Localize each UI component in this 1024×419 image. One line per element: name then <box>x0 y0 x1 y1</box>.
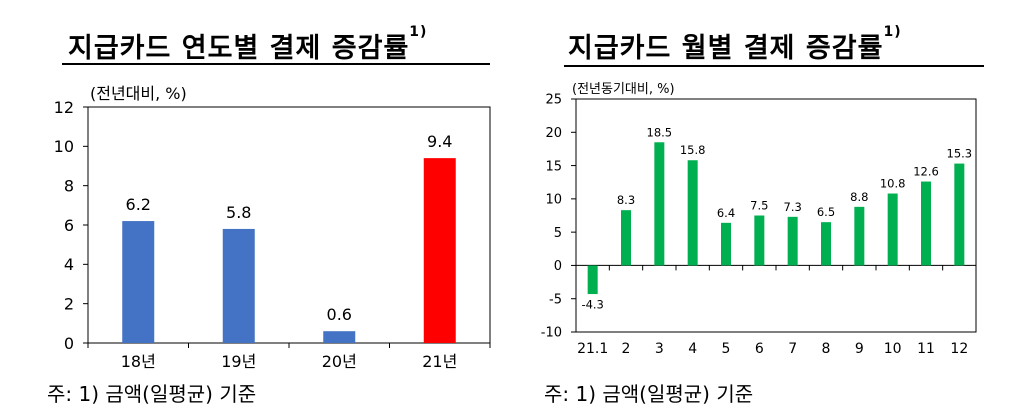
monthly-bar <box>621 210 631 266</box>
monthly-data-label: 18.5 <box>647 125 673 139</box>
annual-y-tick-label: 10 <box>54 137 74 156</box>
monthly-chart-svg: -10 -5 0 5 10 15 20 25 -4.3 21.1 8.3 2 18.5 3 15.8 4 6.4… <box>541 93 977 357</box>
annual-data-label: 5.8 <box>226 203 251 222</box>
monthly-data-label: 7.5 <box>750 199 768 213</box>
monthly-chart-title-footnote-mark: 1) <box>883 24 902 40</box>
monthly-category-label: 4 <box>688 341 697 357</box>
monthly-chart-unit: (전년동기대비, %) <box>572 82 675 97</box>
annual-category-label: 20년 <box>322 352 357 371</box>
annual-chart-title-footnote-mark: 1) <box>409 24 428 40</box>
monthly-category-label: 9 <box>855 341 864 357</box>
monthly-category-label: 5 <box>722 341 731 357</box>
monthly-bar <box>687 160 698 266</box>
monthly-bar <box>854 206 865 266</box>
annual-category-label: 21년 <box>422 352 457 371</box>
monthly-y-tick-label: -10 <box>541 326 562 341</box>
monthly-bar <box>654 142 665 266</box>
monthly-category-label: 11 <box>917 341 935 357</box>
annual-y-tick-label: 2 <box>64 294 74 313</box>
monthly-y-tick-label: 10 <box>545 193 562 208</box>
monthly-data-label: 8.8 <box>850 190 868 204</box>
annual-category-label: 19년 <box>221 352 256 371</box>
monthly-category-label: 6 <box>755 341 764 357</box>
monthly-data-label: 15.8 <box>680 143 706 157</box>
annual-chart-title: 지급카드 연도별 결제 증감률1) <box>68 24 428 65</box>
monthly-y-tick-label: -5 <box>549 292 562 307</box>
annual-y-tick-label: 6 <box>64 216 74 235</box>
annual-data-label: 6.2 <box>126 195 151 214</box>
monthly-y-tick-label: 25 <box>545 93 562 108</box>
annual-chart-panel: 지급카드 연도별 결제 증감률1) (전년대비, %) 0 2 4 6 8 10 12 6.2… <box>47 24 491 406</box>
monthly-data-label: 12.6 <box>913 165 939 179</box>
monthly-data-label: 6.5 <box>817 205 835 219</box>
monthly-y-tick-label: 5 <box>554 226 562 241</box>
annual-y-tick-label: 0 <box>64 334 74 353</box>
monthly-plot-frame <box>575 98 977 333</box>
monthly-bar <box>954 163 965 266</box>
monthly-bar <box>921 181 931 266</box>
monthly-category-label: 21.1 <box>577 341 608 357</box>
monthly-category-label: 3 <box>655 341 664 357</box>
monthly-chart-title-text: 지급카드 월별 결제 증감률 <box>568 33 884 64</box>
annual-data-label: 0.6 <box>327 305 352 324</box>
annual-y-tick-label: 4 <box>64 255 74 274</box>
annual-chart-unit: (전년대비, %) <box>90 84 187 103</box>
annual-category-label: 18년 <box>121 352 156 371</box>
monthly-chart-panel: 지급카드 월별 결제 증감률1) (전년동기대비, %) -10 -5 0 5 10 15… <box>512 0 1024 419</box>
monthly-chart-title: 지급카드 월별 결제 증감률1) <box>568 24 902 65</box>
monthly-bar <box>887 193 898 266</box>
monthly-bar <box>821 222 831 266</box>
monthly-data-label: 7.3 <box>784 200 802 214</box>
monthly-category-label: 2 <box>622 341 631 357</box>
monthly-chart-title-rule <box>564 65 984 67</box>
annual-chart-footnote: 주: 1) 금액(일평균) 기준 <box>47 382 257 406</box>
monthly-data-label: 15.3 <box>947 147 973 161</box>
annual-y-tick-label: 8 <box>64 176 74 195</box>
monthly-data-label: -4.3 <box>581 298 603 312</box>
monthly-y-tick-label: 15 <box>545 159 562 174</box>
monthly-chart-footnote: 주: 1) 금액(일평균) 기준 <box>544 382 754 406</box>
monthly-y-tick-label: 0 <box>554 259 562 274</box>
monthly-category-label: 10 <box>884 341 902 357</box>
monthly-category-label: 7 <box>788 341 797 357</box>
monthly-bar <box>587 265 598 295</box>
monthly-category-label: 12 <box>950 341 968 357</box>
annual-bar <box>122 221 155 343</box>
monthly-data-label: 10.8 <box>880 177 906 191</box>
monthly-data-label: 8.3 <box>617 193 635 207</box>
annual-y-tick-label: 12 <box>54 98 74 117</box>
annual-chart-svg: 0 2 4 6 8 10 12 6.2 18년 5.8 19년 0.6 20년 9.4 21년 <box>54 98 491 371</box>
monthly-category-label: 8 <box>822 341 831 357</box>
monthly-bar <box>754 215 765 266</box>
annual-data-label: 9.4 <box>427 132 452 151</box>
monthly-bar <box>787 216 798 266</box>
annual-bar <box>222 228 255 343</box>
monthly-y-tick-label: 20 <box>545 126 562 141</box>
annual-bar <box>323 331 356 343</box>
annual-bar <box>423 158 456 343</box>
monthly-bar <box>721 222 731 266</box>
monthly-data-label: 6.4 <box>717 206 735 220</box>
annual-chart-title-rule <box>62 63 490 65</box>
annual-chart-title-text: 지급카드 연도별 결제 증감률 <box>68 33 410 64</box>
